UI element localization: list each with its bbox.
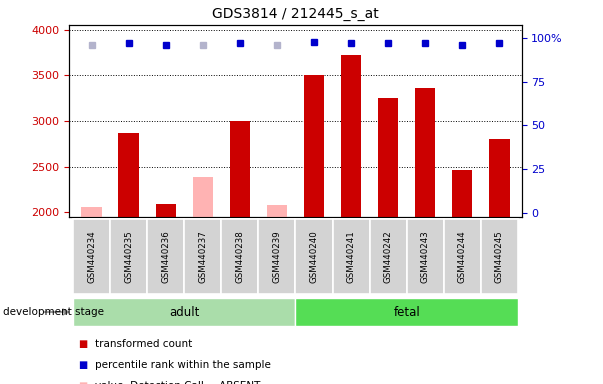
Text: ■: ■ bbox=[78, 360, 87, 370]
Text: GSM440241: GSM440241 bbox=[347, 230, 356, 283]
Text: GSM440243: GSM440243 bbox=[421, 230, 430, 283]
Text: GSM440245: GSM440245 bbox=[495, 230, 504, 283]
Bar bbox=[73, 219, 110, 294]
Text: ■: ■ bbox=[78, 339, 87, 349]
Bar bbox=[295, 298, 518, 326]
Bar bbox=[192, 177, 213, 217]
Bar bbox=[147, 219, 185, 294]
Bar bbox=[378, 98, 399, 217]
Text: value, Detection Call = ABSENT: value, Detection Call = ABSENT bbox=[95, 381, 260, 384]
Bar bbox=[118, 133, 139, 217]
Text: adult: adult bbox=[169, 306, 200, 318]
Text: development stage: development stage bbox=[3, 307, 104, 317]
Bar bbox=[406, 219, 444, 294]
Bar bbox=[156, 204, 176, 217]
Bar bbox=[267, 205, 287, 217]
Text: GSM440234: GSM440234 bbox=[87, 230, 96, 283]
Bar bbox=[481, 219, 518, 294]
Text: GSM440238: GSM440238 bbox=[235, 230, 244, 283]
Bar bbox=[304, 75, 324, 217]
Text: GSM440240: GSM440240 bbox=[309, 230, 318, 283]
Text: GSM440235: GSM440235 bbox=[124, 230, 133, 283]
Text: GSM440242: GSM440242 bbox=[384, 230, 393, 283]
Text: GSM440244: GSM440244 bbox=[458, 230, 467, 283]
Text: GSM440237: GSM440237 bbox=[198, 230, 207, 283]
Bar bbox=[221, 219, 259, 294]
Bar bbox=[230, 121, 250, 217]
Text: fetal: fetal bbox=[393, 306, 420, 318]
Bar bbox=[341, 55, 361, 217]
Title: GDS3814 / 212445_s_at: GDS3814 / 212445_s_at bbox=[212, 7, 379, 21]
Bar bbox=[295, 219, 332, 294]
Text: percentile rank within the sample: percentile rank within the sample bbox=[95, 360, 271, 370]
Bar bbox=[452, 170, 473, 217]
Bar bbox=[415, 88, 435, 217]
Text: ■: ■ bbox=[78, 381, 87, 384]
Text: GSM440236: GSM440236 bbox=[161, 230, 170, 283]
Bar bbox=[81, 207, 102, 217]
Bar bbox=[73, 298, 295, 326]
Bar bbox=[332, 219, 370, 294]
Bar bbox=[110, 219, 147, 294]
Bar bbox=[489, 139, 510, 217]
Text: GSM440239: GSM440239 bbox=[273, 230, 282, 283]
Bar bbox=[259, 219, 295, 294]
Bar bbox=[444, 219, 481, 294]
Bar bbox=[185, 219, 221, 294]
Text: transformed count: transformed count bbox=[95, 339, 192, 349]
Bar bbox=[370, 219, 406, 294]
